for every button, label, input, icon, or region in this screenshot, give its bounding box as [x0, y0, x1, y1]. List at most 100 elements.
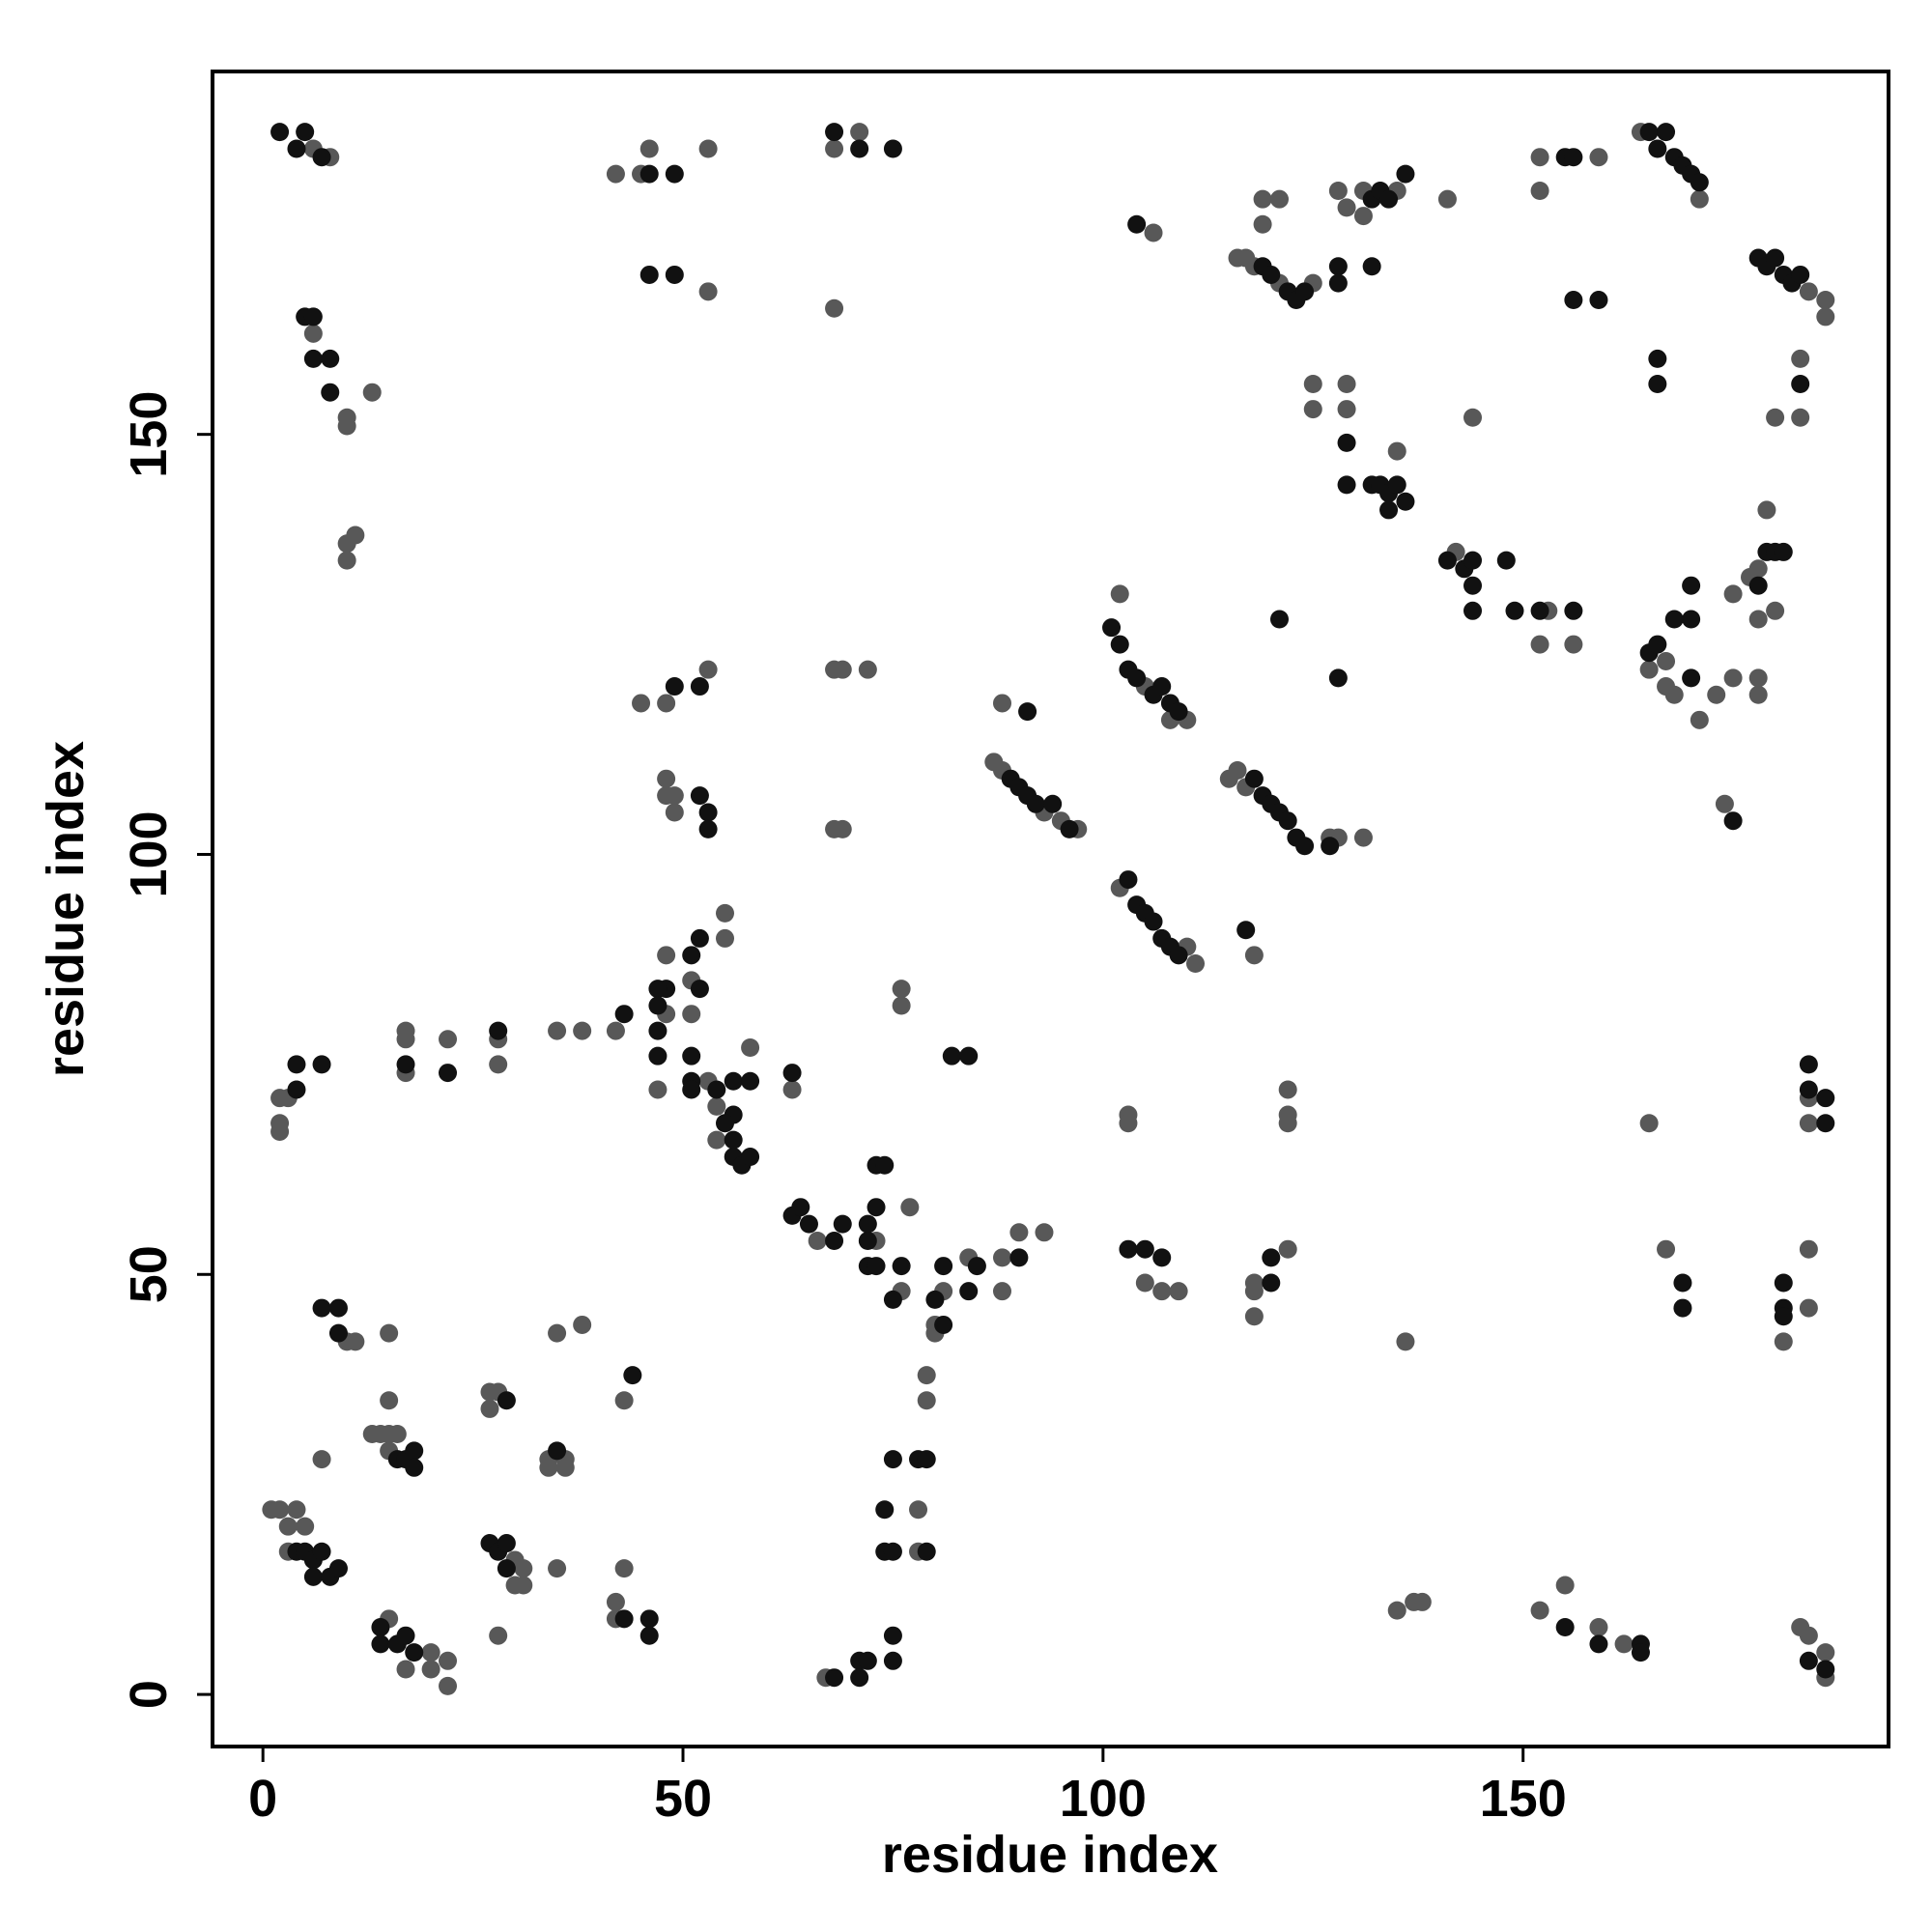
- scatter-point: [1505, 601, 1524, 620]
- scatter-point: [698, 803, 718, 822]
- scatter-point: [1564, 291, 1583, 310]
- scatter-point: [648, 1080, 668, 1099]
- scatter-point: [1766, 601, 1785, 620]
- y-axis-label: residue index: [37, 741, 95, 1077]
- scatter-point: [1682, 668, 1701, 688]
- scatter-point: [606, 1021, 625, 1040]
- scatter-point: [1589, 148, 1608, 167]
- scatter-point: [1816, 307, 1835, 327]
- scatter-point: [883, 1626, 902, 1645]
- scatter-point: [1127, 214, 1147, 234]
- scatter-point: [1682, 610, 1701, 629]
- scatter-point: [665, 677, 684, 696]
- scatter-point: [632, 694, 651, 713]
- scatter-point: [639, 1626, 659, 1645]
- scatter-point: [312, 1542, 331, 1561]
- scatter-point: [1169, 702, 1188, 722]
- scatter-point: [303, 307, 323, 327]
- scatter-point: [1144, 223, 1163, 242]
- scatter-point: [1723, 668, 1743, 688]
- scatter-point: [825, 123, 844, 142]
- scatter-point: [1412, 1592, 1432, 1611]
- scatter-point: [1589, 1634, 1608, 1654]
- scatter-point: [992, 1248, 1011, 1267]
- scatter-point: [698, 660, 718, 679]
- scatter-point: [1303, 374, 1322, 393]
- scatter-point: [858, 1214, 877, 1234]
- scatter-point: [1799, 1298, 1818, 1318]
- scatter-point: [1253, 214, 1272, 234]
- x-axis-label: residue index: [882, 1826, 1218, 1884]
- scatter-point: [892, 980, 911, 999]
- scatter-point: [657, 694, 676, 713]
- scatter-point: [1110, 584, 1129, 604]
- scatter-point: [1337, 433, 1356, 452]
- scatter-point: [396, 1030, 415, 1049]
- scatter-point: [825, 139, 844, 158]
- scatter-point: [883, 1542, 902, 1561]
- scatter-point: [296, 1517, 315, 1536]
- scatter-point: [1799, 1055, 1818, 1074]
- scatter-point: [825, 1231, 844, 1250]
- scatter-point: [698, 819, 718, 838]
- scatter-point: [371, 1634, 390, 1654]
- scatter-point: [1715, 794, 1734, 813]
- scatter-point: [1396, 492, 1415, 511]
- scatter-point: [1799, 1626, 1818, 1645]
- scatter-point: [270, 123, 290, 142]
- scatter-point: [1152, 1248, 1172, 1267]
- scatter-point: [1530, 635, 1549, 654]
- scatter-point: [698, 139, 718, 158]
- scatter-point: [405, 1458, 424, 1477]
- scatter-point: [1244, 946, 1264, 965]
- scatter-point: [716, 1114, 735, 1133]
- scatter-point: [321, 383, 340, 402]
- scatter-point: [303, 349, 323, 368]
- scatter-point: [648, 1021, 668, 1040]
- scatter-point: [1774, 542, 1793, 561]
- scatter-point: [1530, 148, 1549, 167]
- scatter-point: [606, 164, 625, 184]
- scatter-point: [1269, 189, 1289, 209]
- scatter-point: [1228, 761, 1247, 781]
- scatter-point: [1328, 668, 1348, 688]
- scatter-point: [439, 1064, 458, 1083]
- scatter-point: [925, 1290, 945, 1309]
- scatter-point: [1353, 828, 1373, 847]
- scatter-point: [1774, 1273, 1793, 1293]
- scatter-point: [1791, 265, 1810, 284]
- scatter-point: [1396, 164, 1415, 184]
- scatter-point: [639, 139, 659, 158]
- scatter-point: [1337, 400, 1356, 419]
- scatter-point: [539, 1458, 558, 1477]
- scatter-point: [1816, 1660, 1835, 1679]
- scatter-point: [346, 526, 365, 545]
- scatter-point: [497, 1559, 516, 1578]
- scatter-point: [917, 1542, 936, 1561]
- scatter-point: [698, 282, 718, 301]
- scatter-point: [555, 1458, 575, 1477]
- scatter-point: [1463, 408, 1483, 427]
- scatter-point: [1463, 551, 1483, 570]
- scatter-point: [682, 1005, 701, 1024]
- scatter-point: [1303, 400, 1322, 419]
- x-tick-label: 100: [1060, 1770, 1147, 1828]
- scatter-point: [1119, 1114, 1138, 1133]
- scatter-point: [657, 769, 676, 788]
- scatter-point: [312, 1055, 331, 1074]
- scatter-point: [648, 1046, 668, 1065]
- scatter-point: [1102, 618, 1122, 638]
- scatter-point: [1262, 1248, 1281, 1267]
- scatter-point: [1135, 1273, 1154, 1293]
- scatter-point: [883, 1290, 902, 1309]
- scatter-point: [1018, 702, 1037, 722]
- scatter-point: [1295, 837, 1315, 856]
- scatter-point: [909, 1500, 928, 1520]
- scatter-point: [1589, 1618, 1608, 1637]
- scatter-point: [1169, 946, 1188, 965]
- scatter-point: [917, 1366, 936, 1385]
- scatter-point: [1664, 685, 1684, 704]
- scatter-point: [573, 1021, 592, 1040]
- scatter-point: [1639, 123, 1659, 142]
- scatter-point: [1337, 198, 1356, 217]
